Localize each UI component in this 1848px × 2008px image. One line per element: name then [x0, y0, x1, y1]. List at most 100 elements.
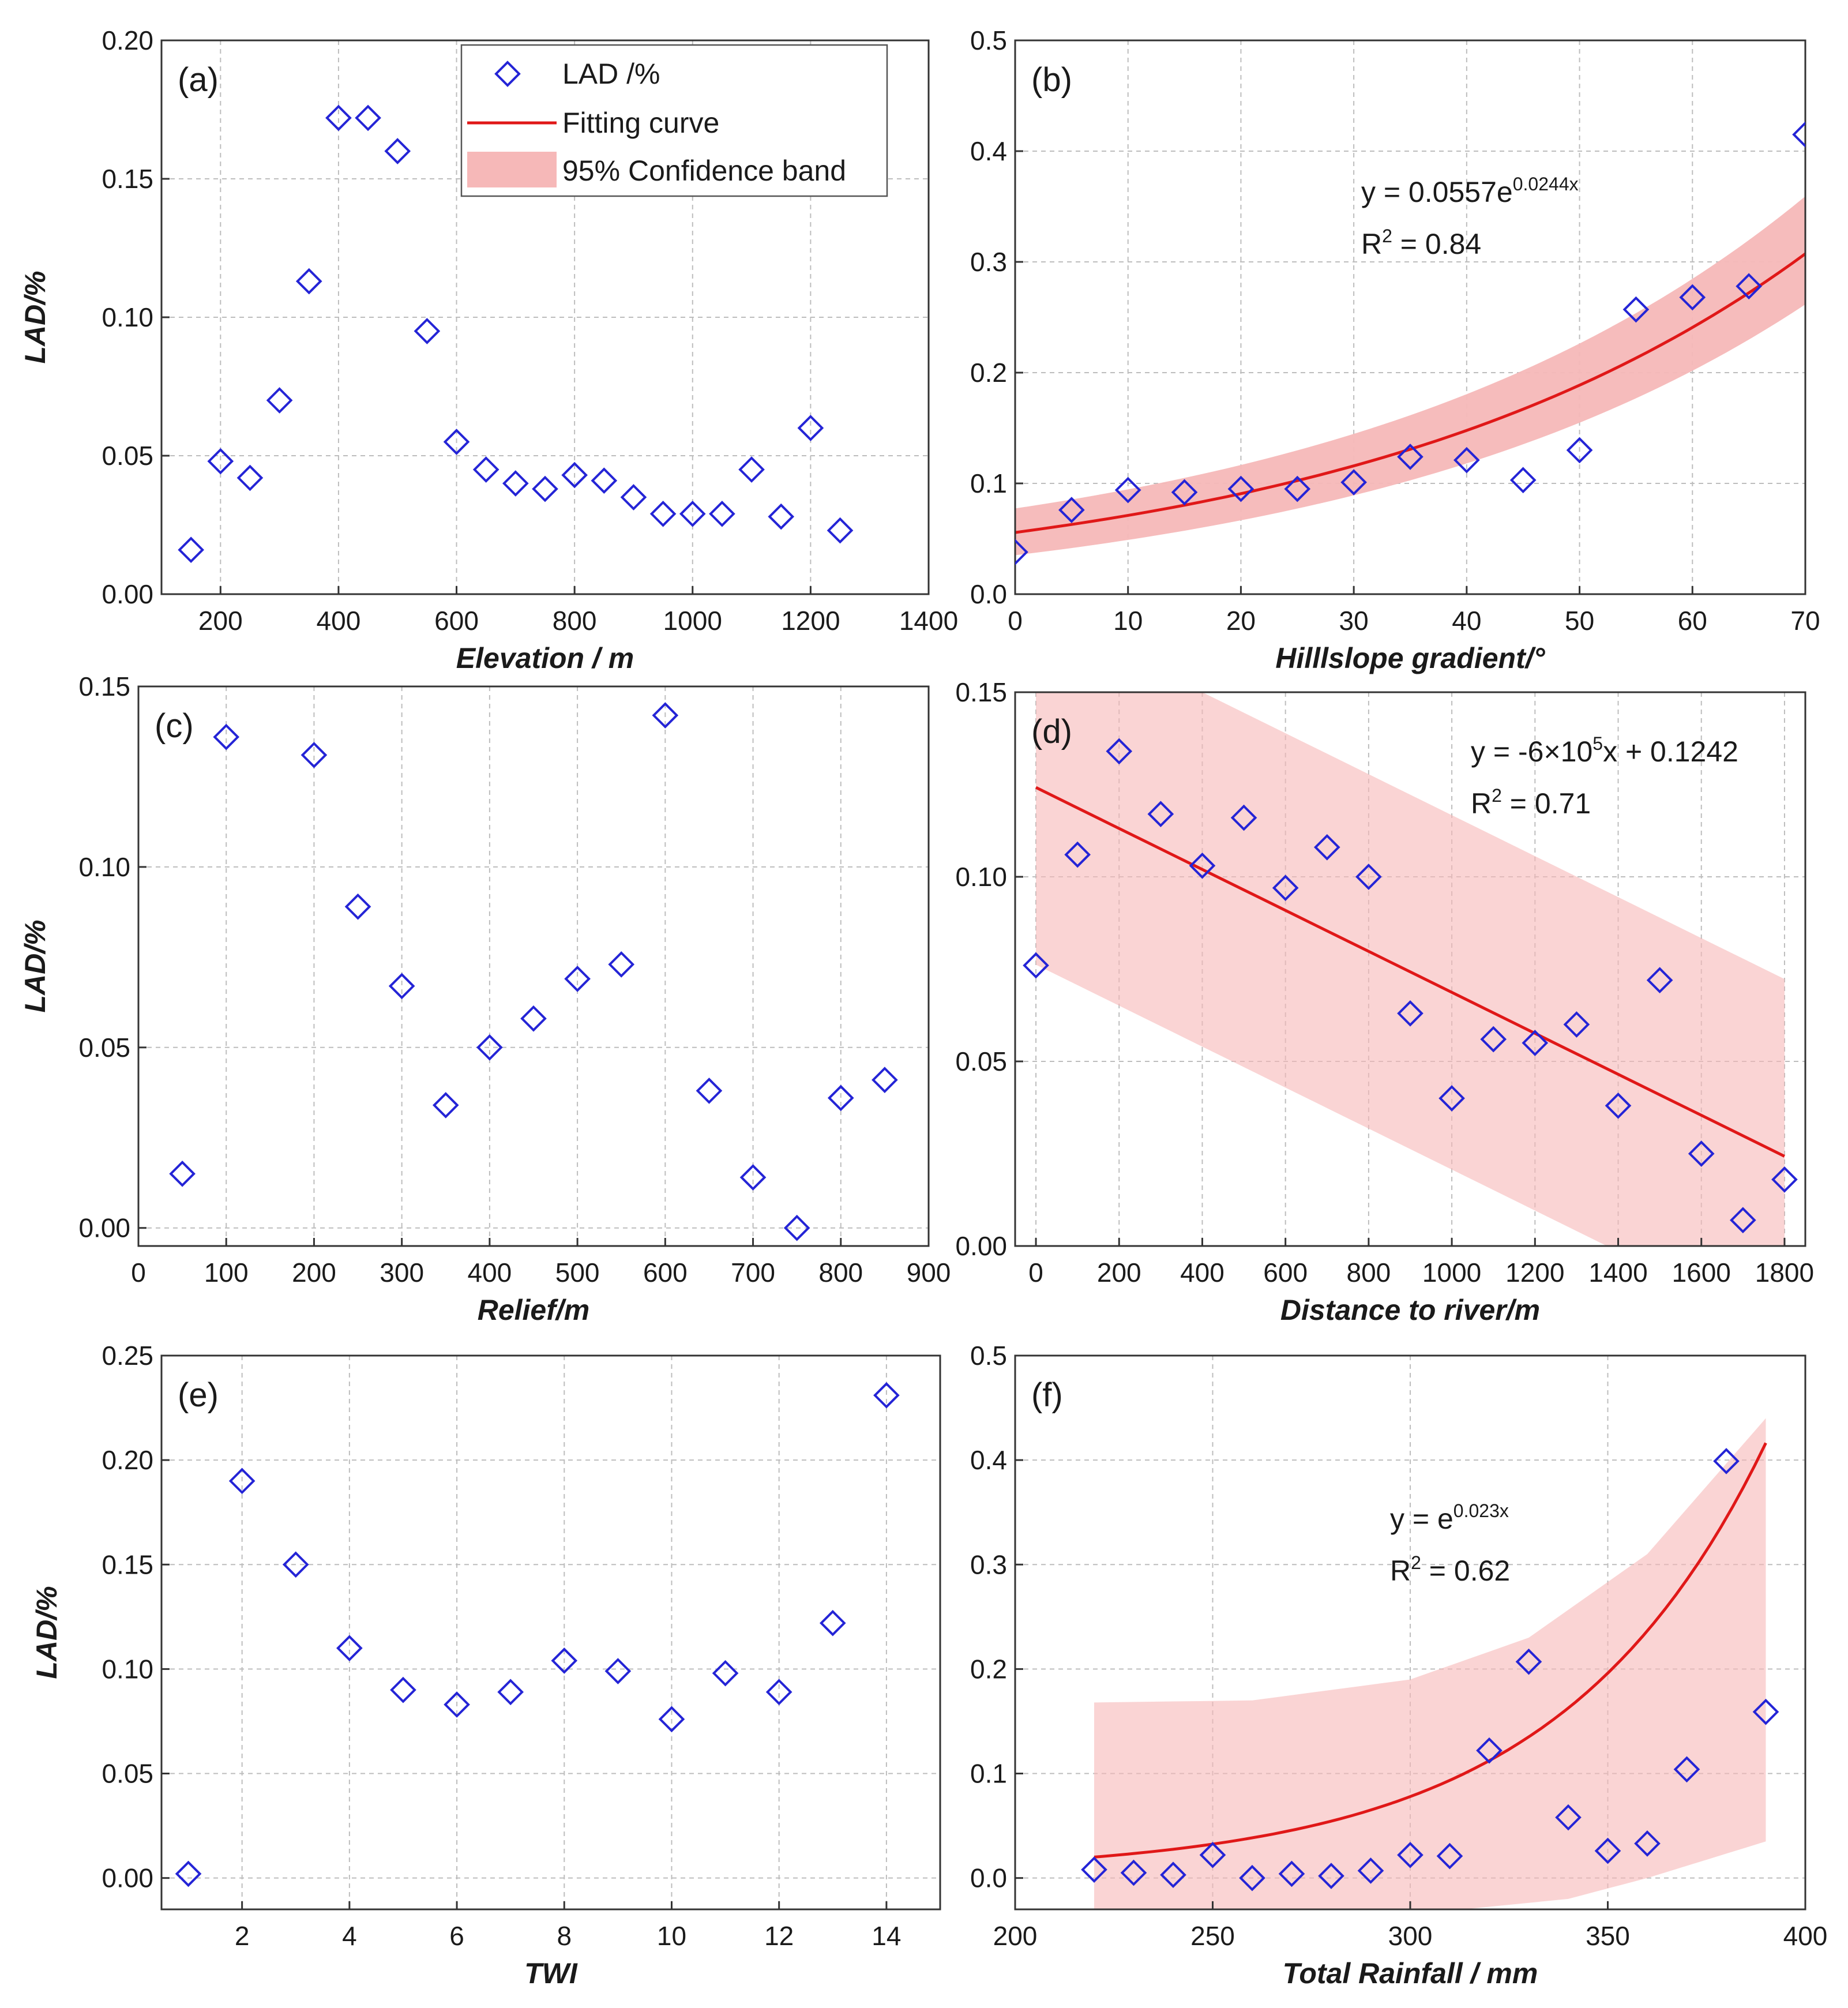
data-point: [768, 503, 795, 530]
data-point: [551, 1647, 578, 1674]
data-point: [872, 1067, 898, 1093]
x-axis-label: Hilllslope gradient/°: [1275, 642, 1545, 674]
x-tick-label: 400: [1180, 1258, 1225, 1288]
panel-label: (e): [178, 1376, 219, 1414]
legend-band-label: 95% Confidence band: [562, 155, 846, 187]
data-point: [1566, 437, 1593, 464]
y-tick-label: 0.15: [102, 1549, 153, 1579]
x-tick-label: 1400: [899, 606, 958, 636]
ticks: 0 200 400 600 800 1000 1200 1400 1600 1800 0.00 0.0…: [955, 677, 1814, 1288]
data-point: [1064, 841, 1091, 868]
data-point: [443, 429, 470, 455]
y-tick-label: 0.05: [102, 441, 153, 471]
y-tick-label: 0.10: [102, 1654, 153, 1684]
y-tick-label: 0.05: [955, 1046, 1007, 1076]
y-tick-label: 0.1: [970, 1759, 1007, 1789]
data-point: [390, 1676, 416, 1703]
x-axis-label: Distance to river/m: [1280, 1294, 1540, 1326]
data-point: [1284, 475, 1311, 502]
grid: [138, 686, 929, 1246]
data-point: [169, 1161, 196, 1187]
data-point: [1239, 1864, 1265, 1891]
data-point: [1522, 1030, 1549, 1056]
y-tick-label: 0.3: [970, 247, 1007, 277]
r-squared: R2 = 0.71: [1471, 785, 1591, 820]
data-point: [649, 500, 677, 527]
x-tick-label: 900: [907, 1258, 951, 1288]
x-tick-label: 4: [342, 1921, 357, 1951]
ticks: 200 400 600 800 1000 1200 1400 0.00 0.05 0.10 0.15…: [102, 25, 958, 636]
y-tick-label: 0.0: [970, 1863, 1007, 1893]
r2-superscript: 2: [1492, 785, 1502, 806]
x-tick-label: 600: [1263, 1258, 1308, 1288]
data-point: [827, 517, 854, 544]
data-point: [1230, 804, 1257, 831]
data-point: [1730, 1207, 1756, 1234]
y-tick-label: 0.20: [102, 25, 153, 55]
data-point: [497, 1679, 524, 1706]
equation-base: y = e: [1390, 1503, 1453, 1535]
data-point: [1397, 444, 1423, 470]
data-point: [1189, 852, 1216, 879]
markers: [1015, 121, 1805, 565]
fitting-curve: [1094, 1442, 1767, 1859]
data-point: [1688, 1140, 1715, 1167]
x-tick-label: 250: [1190, 1921, 1235, 1951]
x-tick-label: 700: [731, 1258, 775, 1288]
x-tick-label: 50: [1565, 606, 1594, 636]
legend: LAD /% Fitting curve 95% Confidence band: [460, 44, 888, 197]
y-axis-label: LAD/%: [19, 271, 51, 363]
y-tick-label: 0.5: [970, 1341, 1007, 1371]
equation-superscript: 5: [1592, 733, 1603, 754]
x-axis-label: TWI: [524, 1957, 578, 1990]
plot-frame: [1014, 39, 1806, 595]
x-tick-label: 1400: [1588, 1258, 1647, 1288]
data-point: [652, 702, 679, 729]
y-tick-label: 0.15: [955, 677, 1007, 707]
fit-equation: y = e0.023x: [1390, 1500, 1509, 1535]
x-tick-label: 14: [872, 1921, 901, 1951]
equation-suffix: x + 0.1242: [1603, 735, 1738, 768]
data-point: [325, 104, 352, 132]
x-tick-label: 800: [553, 606, 597, 636]
confidence-band: [1094, 1418, 1766, 1909]
confidence-band: [1036, 692, 1785, 1246]
panel-e: 2 4 6 8 10 12 14 0.00 0.05 0.10 0.15 0.20 0.25 TWI LAD…: [31, 1341, 941, 1990]
data-point: [739, 1164, 767, 1191]
x-tick-label: 1200: [781, 606, 840, 636]
data-point: [213, 723, 240, 750]
data-point: [604, 1658, 632, 1684]
fitting-curve: [1015, 252, 1805, 534]
x-tick-label: 10: [657, 1921, 686, 1951]
data-point: [1679, 284, 1706, 311]
data-point: [765, 1679, 792, 1706]
data-point: [1436, 1842, 1463, 1870]
data-point: [783, 1214, 810, 1241]
x-tick-label: 0: [1028, 1258, 1043, 1288]
r2-superscript: 2: [1382, 226, 1392, 246]
panel-b: 0 10 20 30 40 50 60 70 0.0 0.1 0.2 0.3 0.4 0.5 Hilllsl…: [970, 25, 1820, 674]
y-tick-label: 0.4: [970, 1445, 1007, 1475]
legend-band-icon: [467, 152, 557, 187]
x-tick-label: 200: [1097, 1258, 1141, 1288]
data-point: [1120, 1859, 1147, 1886]
r2-value: = 0.71: [1502, 787, 1591, 820]
data-point: [1114, 476, 1141, 504]
data-point: [1227, 475, 1254, 502]
data-point: [228, 1467, 256, 1495]
data-point: [1771, 1166, 1798, 1193]
data-point: [520, 1005, 547, 1032]
fitting-curve: [1035, 786, 1786, 1158]
x-tick-label: 300: [380, 1258, 424, 1288]
data-point: [1397, 1841, 1423, 1868]
r2-superscript: 2: [1411, 1552, 1421, 1573]
data-point: [1634, 1830, 1661, 1857]
markers: [175, 1382, 900, 1887]
r2-base: R: [1361, 228, 1382, 260]
x-axis-label: Relief/m: [478, 1294, 590, 1326]
data-point: [1058, 497, 1085, 523]
data-point: [207, 448, 234, 475]
data-point: [301, 742, 328, 768]
data-point: [472, 456, 499, 483]
x-tick-label: 300: [1388, 1921, 1433, 1951]
